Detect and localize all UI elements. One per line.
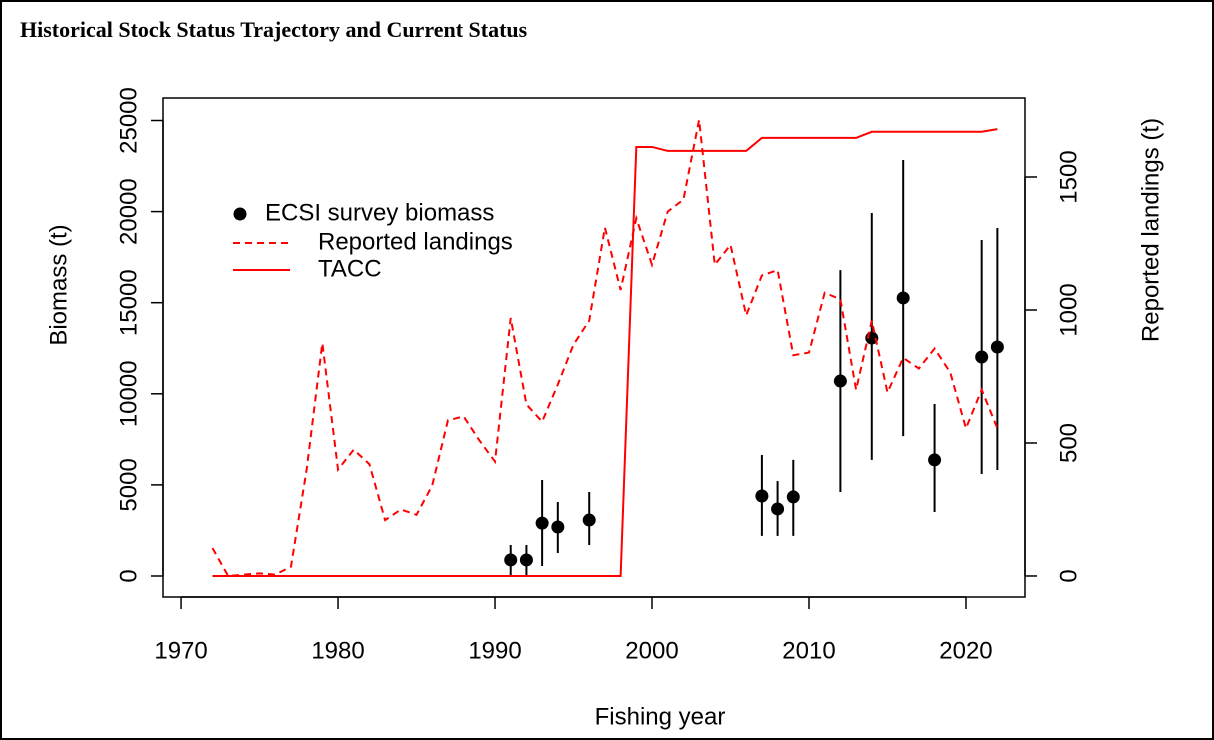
x-axis-title: Fishing year [595,703,726,730]
y-axis-title: Biomass (t) [45,224,72,345]
survey-point [519,553,533,567]
survey-point [771,502,785,516]
legend-label: ECSI survey biomass [265,199,494,226]
y-tick-label: 20000 [115,178,142,245]
y-tick-label: 10000 [115,360,142,427]
survey-point [755,489,769,503]
y2-tick-label: 500 [1055,423,1082,463]
y-tick-label: 25000 [115,87,142,154]
y2-tick-label: 1500 [1055,150,1082,203]
x-tick-label: 1990 [468,637,521,664]
x-tick-label: 2010 [782,637,835,664]
survey-point [975,350,989,364]
y2-tick-label: 1000 [1055,283,1082,336]
survey-point [551,520,565,534]
x-tick-label: 1980 [311,637,364,664]
legend-label: TACC [318,255,382,282]
y2-axis-title: Reported landings (t) [1137,118,1164,342]
y-tick-label: 15000 [115,269,142,336]
survey-point [504,553,518,567]
data-line [212,128,998,577]
y2-tick-label: 0 [1055,569,1082,582]
data-line [211,119,999,578]
x-tick-label: 2020 [939,637,992,664]
chart-title: Historical Stock Status Trajectory and C… [20,17,528,42]
survey-point [990,340,1004,354]
x-tick-label: 2000 [625,637,678,664]
survey-point [833,374,847,388]
survey-point [896,291,910,305]
survey-point [535,516,549,530]
survey-point [582,513,596,527]
survey-point [928,453,942,467]
y-tick-label: 0 [115,569,142,582]
legend-symbol [233,207,247,221]
legend-label: Reported landings [318,228,513,255]
survey-point [786,490,800,504]
x-tick-label: 1970 [154,637,207,664]
y-tick-label: 5000 [115,458,142,511]
